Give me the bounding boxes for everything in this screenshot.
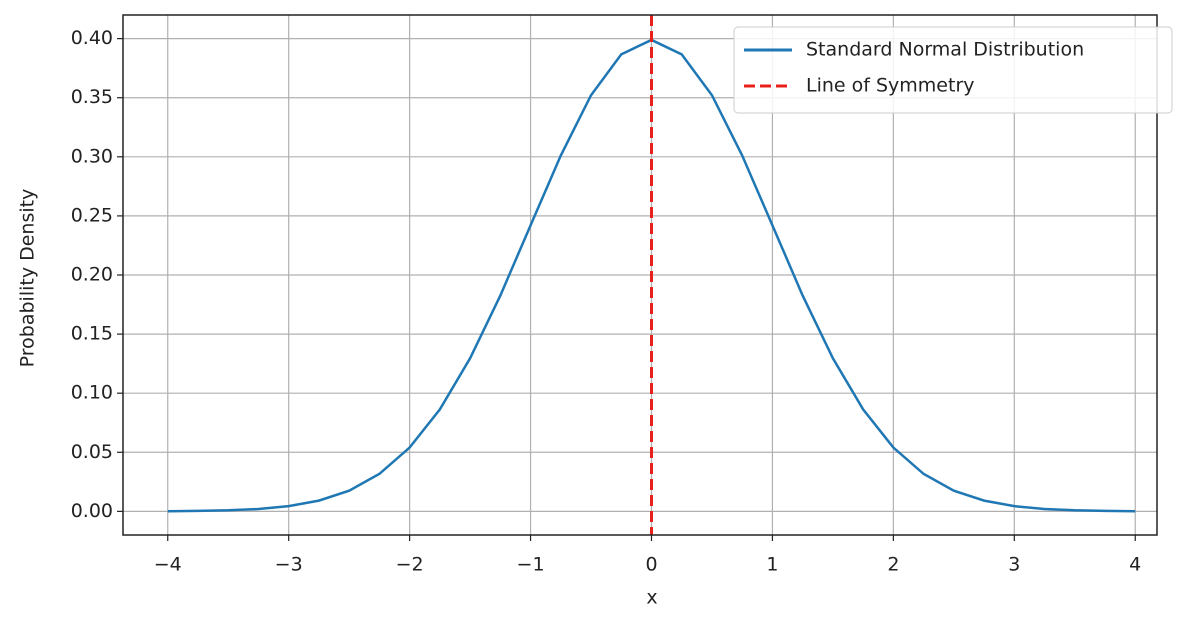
x-tick-label: −3	[275, 554, 303, 576]
y-tick-label: 0.30	[71, 145, 113, 167]
x-tick-label: −2	[396, 554, 424, 576]
y-tick-label: 0.35	[71, 86, 113, 108]
legend-label: Standard Normal Distribution	[806, 39, 1084, 61]
y-tick-label: 0.10	[71, 382, 113, 404]
legend-box	[733, 26, 1173, 114]
y-tick-label: 0.05	[71, 441, 113, 463]
x-tick-label: 0	[645, 554, 657, 576]
x-axis-label: x	[646, 587, 657, 609]
x-tick-label: 2	[887, 554, 899, 576]
legend-label: Line of Symmetry	[806, 75, 975, 97]
y-tick-label: 0.25	[71, 204, 113, 226]
x-tick-label: −1	[517, 554, 545, 576]
y-tick-label: 0.00	[71, 500, 113, 522]
y-axis-label: Probability Density	[17, 189, 39, 368]
y-tick-label: 0.20	[71, 264, 113, 286]
x-tick-label: 4	[1129, 554, 1141, 576]
x-tick-label: 1	[766, 554, 778, 576]
plot-frame	[122, 14, 1158, 536]
y-tick-label: 0.15	[71, 323, 113, 345]
x-tick-label: −4	[154, 554, 182, 576]
y-tick-label: 0.40	[71, 27, 113, 49]
x-tick-label: 3	[1008, 554, 1020, 576]
